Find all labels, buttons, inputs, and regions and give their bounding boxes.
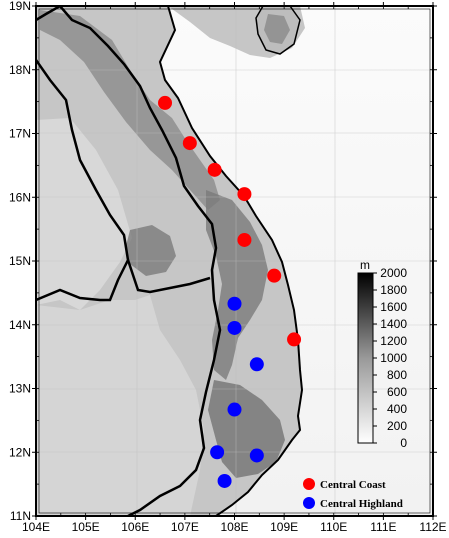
- station-markers: [158, 95, 302, 488]
- lowland-area: [36, 118, 132, 310]
- station-marker-central-highland: [217, 473, 232, 488]
- graticule: [36, 6, 433, 516]
- latitude-label: 18N: [9, 63, 31, 77]
- hainan-mountains: [264, 14, 290, 44]
- station-marker-central-highland: [227, 296, 242, 311]
- latitude-labels: 11N 12N 13N 14N 15N 16N 17N 18N 19N: [9, 0, 31, 523]
- map-content: [36, 6, 433, 516]
- latitude-label: 13N: [9, 382, 31, 396]
- hainan-coastline: [255, 6, 301, 55]
- colorbar: m 0 200 400 600 800 1000 1200 1400 1600 1800 2000: [357, 258, 407, 450]
- latitude-label: 19N: [9, 0, 31, 13]
- latitude-label: 14N: [9, 318, 31, 332]
- colorbar-tick-label: 800: [387, 368, 407, 382]
- station-marker-central-coast: [182, 136, 197, 151]
- border-cambodia: [126, 259, 211, 294]
- longitude-label: 110E: [320, 520, 347, 534]
- legend-marker-central-highland: [303, 497, 315, 509]
- legend-label-central-highland: Central Highland: [320, 498, 403, 510]
- colorbar-tick-label: 1800: [380, 283, 407, 297]
- border-north: [36, 6, 61, 22]
- longitude-labels: 104E 105E 106E 107E 108E 109E 110E 111E 112E: [22, 520, 447, 534]
- longitude-label: 105E: [72, 520, 100, 534]
- station-marker-central-highland: [227, 320, 242, 335]
- colorbar-gradient: [357, 272, 374, 444]
- station-marker-central-highland: [210, 445, 225, 460]
- mountain-range-north: [40, 10, 220, 210]
- coastline: [158, 6, 304, 516]
- colorbar-ticks: 0 200 400 600 800 1000 1200 1400 1600 1800 2000: [373, 266, 407, 450]
- longitude-label: 112E: [419, 520, 446, 534]
- station-marker-central-coast: [267, 268, 282, 283]
- longitude-label: 107E: [171, 520, 199, 534]
- legend-marker-central-coast: [303, 478, 315, 490]
- legend-label-central-coast: Central Coast: [320, 479, 386, 491]
- longitude-label: 111E: [370, 520, 396, 534]
- latitude-label: 16N: [9, 190, 31, 204]
- lowland-area-south: [36, 295, 204, 516]
- bolaven-plateau: [126, 225, 176, 276]
- latitude-label: 15N: [9, 254, 31, 268]
- colorbar-tick-label: 400: [387, 402, 407, 416]
- station-marker-central-coast: [287, 332, 302, 347]
- colorbar-tick-label: 1200: [380, 334, 407, 348]
- axis-ticks: [32, 2, 437, 520]
- legend: Central Coast Central Highland: [303, 478, 403, 510]
- station-marker-central-highland: [249, 357, 264, 372]
- station-marker-central-highland: [249, 448, 264, 463]
- colorbar-tick-label: 200: [387, 419, 407, 433]
- border-laos-thailand: [36, 59, 130, 302]
- latitude-label: 11N: [10, 509, 31, 523]
- station-marker-central-coast: [158, 95, 173, 110]
- colorbar-unit: m: [360, 258, 370, 272]
- station-marker-central-coast: [207, 162, 222, 177]
- longitude-label: 109E: [270, 520, 298, 534]
- border-laos-vietnam: [59, 6, 222, 516]
- mountain-highland-south: [208, 380, 285, 478]
- station-marker-central-coast: [237, 187, 252, 202]
- colorbar-tick-label: 1600: [380, 300, 407, 314]
- colorbar-tick-label: 0: [400, 436, 407, 450]
- longitude-label: 104E: [22, 520, 50, 534]
- colorbar-tick-label: 1400: [380, 317, 407, 331]
- mountain-range-central: [206, 190, 268, 380]
- colorbar-tick-label: 2000: [380, 266, 407, 280]
- latitude-label: 17N: [9, 127, 31, 141]
- colorbar-tick-label: 600: [387, 385, 407, 399]
- colorbar-tick-label: 1000: [380, 351, 407, 365]
- station-marker-central-coast: [237, 232, 252, 247]
- latitude-label: 12N: [9, 445, 31, 459]
- longitude-label: 108E: [220, 520, 248, 534]
- station-marker-central-highland: [227, 402, 242, 417]
- longitude-label: 106E: [121, 520, 149, 534]
